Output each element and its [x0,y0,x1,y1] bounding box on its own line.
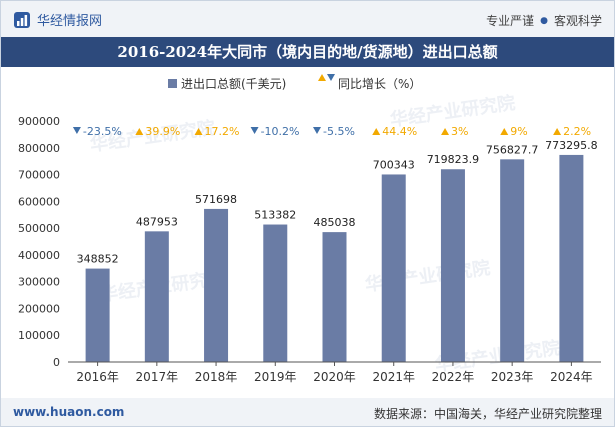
legend-bar-label: 进出口总额(千美元) [181,77,286,91]
x-tick-label: 2017年 [136,370,179,384]
y-tick-label: 0 [53,356,60,369]
y-tick-label: 100000 [18,329,60,342]
brand-logo-icon [14,11,30,28]
x-tick-label: 2023年 [491,370,534,384]
bar-value-label: 571698 [195,193,237,206]
bar-value-label: 719823.9 [427,153,480,166]
growth-down-triangle-icon [250,127,259,134]
growth-label: 44.4% [382,125,417,138]
growth-label: 17.2% [205,125,240,138]
y-tick-label: 800000 [18,142,60,155]
legend-up-triangle-icon [318,74,326,81]
growth-label: 3% [451,125,468,138]
x-axis: 2016年 2017年 2018年 2019年 2020年 2021年 2022年 2023年… [68,361,601,384]
growth-up-triangle-icon [500,128,509,135]
bar-2016年 [85,268,110,362]
bar-value-label: 700343 [373,158,415,171]
brand[interactable]: 华经情报网 [13,10,102,29]
bar-value-label: 513382 [254,209,296,222]
slogan-right: 客观科学 [553,14,602,28]
growth-labels: -23.5% 39.9% 17.2% -10.2% -5.5% 44.4% 3% 9% 2.2% [72,125,591,138]
bar-value-label: 485038 [314,216,356,229]
bar-2017年 [144,231,169,362]
legend: 进出口总额(千美元) 同比增长（%） [168,74,421,91]
footer-source: 数据来源：中国海关，华经产业研究院整理 [373,407,602,421]
slogan-dot-icon: ● [540,15,548,26]
bars: 348852 487953 571698 513382 485038 700343 7198… [77,139,598,362]
legend-down-triangle-icon [327,74,335,81]
bar-value-label: 348852 [77,253,119,266]
brand-name: 华经情报网 [37,14,103,29]
bar-2024年 [559,154,584,362]
growth-up-triangle-icon [194,128,203,135]
y-axis: 0 100000 200000 300000 400000 500000 600000 700… [18,115,60,369]
growth-label: 2.2% [563,125,591,138]
bar-2018年 [204,208,229,362]
growth-down-triangle-icon [313,127,321,134]
top-bar: 华经情报网 专业严谨 ● 客观科学 [1,1,614,37]
bar-value-label: 487953 [136,215,178,228]
growth-label: -5.5% [323,125,355,138]
legend-growth-label: 同比增长（%） [338,77,421,91]
growth-label: -10.2% [261,125,300,138]
x-tick-label: 2020年 [313,370,356,384]
x-tick-label: 2024年 [550,370,593,384]
slogan-left: 专业严谨 [486,14,535,28]
bar-2020年 [322,232,347,362]
growth-up-triangle-icon [135,128,144,135]
bar-2019年 [263,224,288,362]
bar-2022年 [440,169,465,362]
footer-site-link[interactable]: www.huaon.com [13,405,125,419]
chart-title: 2016-2024年大同市（境内目的地/货源地）进出口总额 [1,37,614,67]
growth-up-triangle-icon [441,128,450,135]
y-tick-label: 700000 [18,169,60,182]
y-tick-label: 200000 [18,302,60,315]
x-tick-label: 2018年 [195,370,238,384]
growth-label: 9% [510,125,527,138]
growth-label: -23.5% [83,125,122,138]
legend-bar-swatch [168,79,177,88]
y-tick-label: 600000 [18,195,60,208]
bar-2021年 [381,174,406,362]
growth-down-triangle-icon [72,127,81,134]
bar-value-label: 756827.7 [486,143,539,156]
slogan: 专业严谨 ● 客观科学 [486,12,602,29]
x-tick-label: 2021年 [372,370,415,384]
growth-label: 39.9% [145,125,180,138]
x-tick-label: 2022年 [432,370,475,384]
x-tick-label: 2016年 [76,370,119,384]
growth-up-triangle-icon [553,128,562,135]
chart-svg: 华经产业研究院华经产业研究院华经产业研究院华经产业研究院华经产业研究院 进出口总… [18,74,601,384]
growth-up-triangle-icon [372,128,381,135]
y-tick-label: 900000 [18,115,60,128]
x-tick-label: 2019年 [254,370,297,384]
y-tick-label: 400000 [18,249,60,262]
footer: www.huaon.com 数据来源：中国海关，华经产业研究院整理 [1,398,614,426]
bar-2023年 [500,159,525,362]
bar-value-label: 773295.8 [545,139,598,152]
y-tick-label: 500000 [18,222,60,235]
y-tick-label: 300000 [18,276,60,289]
